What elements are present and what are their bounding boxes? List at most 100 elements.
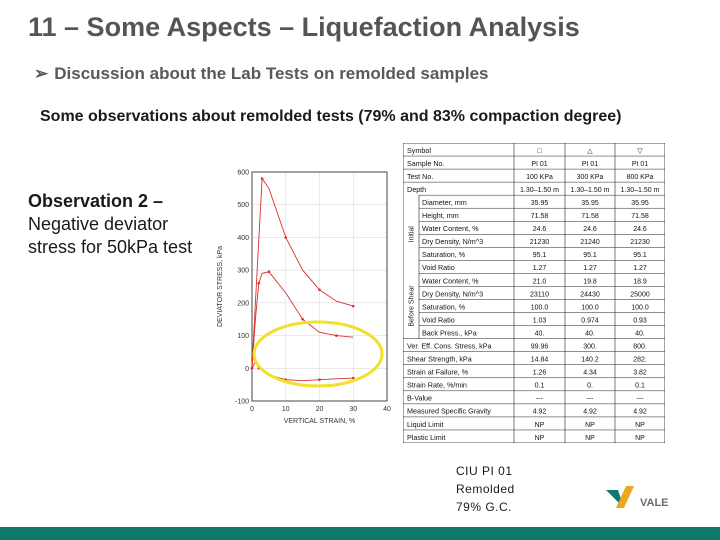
x-tick-label: 30 [349,406,357,413]
subheading: Some observations about remolded tests (… [40,108,622,125]
data-point [318,288,321,292]
table-cell: Plastic Limit [407,433,445,442]
series-line-3 [251,360,354,382]
table-cell: 25000 [630,291,650,298]
table-cell: 3.82 [633,370,647,377]
table-cell: PI 01 [531,161,547,168]
table-cell: 24.6 [533,226,547,233]
y-tick-label: 400 [237,235,249,242]
table-cell: 300. [583,343,597,350]
data-point [335,334,338,337]
table-cell: Dry Density, N/m^3 [422,289,483,298]
table-cell: Void Ratio [422,315,455,324]
table-cell: 0.93 [633,317,647,324]
chart-frame [251,171,388,402]
table-cell: 1.03 [533,317,547,324]
table-cell: Water Content, % [422,276,479,285]
caption-line: CIU PI 01 [456,464,513,478]
table-cell: 100.0 [581,304,599,311]
table-header-cell: □ [537,148,542,155]
y-tick-label: 300 [237,268,249,275]
table-cell: Ver. Eff. Cons. Stress, kPa [407,341,492,350]
table-header-cell: ▽ [637,148,643,155]
caption-line: Remolded [456,482,515,496]
table-cell: 71.58 [581,213,599,220]
table-cell: 24430 [580,291,600,298]
caption-line: 79% G.C. [456,500,513,514]
table-cell: 35.95 [631,200,649,207]
table-cell: Test No. [407,172,433,181]
y-tick-label: 0 [245,366,249,373]
table-cell: --- [536,396,544,403]
table-cell: 1.30–1.50 m [571,187,610,194]
table-cell: Dry Density, N/m^3 [422,237,483,246]
data-point [284,236,288,239]
table-cell: 21230 [630,239,650,246]
table-cell: Water Content, % [422,224,479,233]
table-cell: 18.9 [633,278,647,285]
table-cell: 24.6 [633,226,647,233]
table-cell: NP [585,435,595,442]
table-cell: Back Press., kPa [422,328,477,337]
observation-body: Negative deviator stress for 50kPa test [28,214,193,257]
slide-title: 11 – Some Aspects – Liquefaction Analysi… [28,12,580,42]
y-tick-label: 100 [237,333,249,340]
figure-caption: CIU PI 01 Remolded 79% G.C. [456,462,515,516]
vale-logo: VALE [606,486,669,509]
table-cell: --- [587,396,595,403]
table-cell: 24.6 [583,226,597,233]
table-cell: 40. [635,330,645,337]
table-cell: Height, mm [422,211,459,220]
data-point [301,317,304,321]
table-cell: PI 01 [632,161,648,168]
bullet-item: ➢ Discussion about the Lab Tests on remol… [34,64,488,84]
table-cell: Depth [407,185,426,194]
table-cell: 21230 [530,239,550,246]
table-cell: 95.1 [633,252,647,259]
x-tick-label: 10 [282,406,290,413]
x-tick-label: 40 [383,406,391,413]
footer-bar [0,527,720,540]
table-cell: Liquid Limit [407,420,443,429]
table-cell: 1.27 [583,265,597,272]
data-point [257,281,261,285]
y-axis-label: DEVIATOR STRESS, kPa [217,246,224,327]
table-cell: 140.2 [581,357,599,364]
table-cell: Strain at Failure, % [407,368,469,377]
table-frame [403,143,665,443]
table-cell: 0.1 [535,383,545,390]
table-cell: Saturation, % [422,302,466,311]
table-cell: 35.95 [531,200,549,207]
data-point [351,304,355,308]
table-cell: 1.27 [633,265,647,272]
table-cell: 0.1 [635,383,645,390]
y-tick-label: 600 [237,170,249,177]
table-cell: B-Value [407,394,432,403]
table-header-cell: Symbol [407,146,431,155]
table-cell: 19.8 [583,278,597,285]
table-cell: 4.92 [633,409,647,416]
table-cell: 100 KPa [526,174,553,181]
table-cell: 1.30–1.50 m [520,187,559,194]
table-cell: 4.34 [583,370,597,377]
table-cell: 0.974 [581,317,599,324]
y-tick-label: 200 [237,300,249,307]
series-line-1 [251,177,354,369]
table-cell: NP [535,435,545,442]
vale-logo-text: VALE [640,497,669,509]
data-point [351,376,355,380]
table-cell: 23110 [530,291,549,298]
table-cell: NP [635,422,645,429]
data-point [267,270,271,274]
x-tick-label: 20 [316,406,324,413]
table-cell: 14.84 [531,357,549,364]
table-cell: 95.1 [583,252,597,259]
observation-block: Observation 2 – Negative deviator stress… [28,190,208,259]
table-cell: 95.1 [533,252,547,259]
table-header-cell: △ [587,148,593,155]
x-tick-label: 0 [250,406,254,413]
bullet-text: Discussion about the Lab Tests on remold… [54,64,489,83]
table-cell: Measured Specific Gravity [407,407,491,416]
observation-title: Observation 2 – [28,191,164,211]
table-cell: Void Ratio [422,263,455,272]
